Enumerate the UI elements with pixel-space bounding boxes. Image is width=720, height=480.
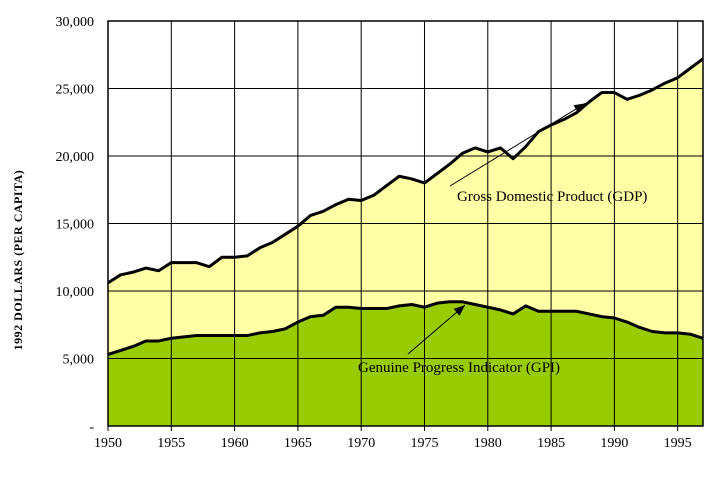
gridlines bbox=[108, 21, 703, 426]
y-tick-label: - bbox=[89, 420, 94, 435]
y-tick-label: 10,000 bbox=[56, 285, 95, 300]
gpi-line bbox=[107, 300, 704, 356]
x-tick-label: 1990 bbox=[600, 436, 628, 451]
arrowhead-icon bbox=[573, 103, 586, 113]
plot-frame bbox=[107, 20, 704, 427]
y-tick-label: 25,000 bbox=[56, 83, 95, 98]
gpi-annotation: Genuine Progress Indicator (GPI) bbox=[358, 360, 560, 376]
x-tick-label: 1995 bbox=[664, 436, 692, 451]
annotation-arrow-line bbox=[407, 304, 466, 355]
arrowhead-icon bbox=[453, 305, 465, 316]
gdp-annotation: Gross Domestic Product (GDP) bbox=[457, 189, 647, 205]
y-tick-labels: - 5,000 10,000 15,000 20,000 25,000 30,000 bbox=[56, 15, 95, 435]
annotation-arrow-line bbox=[449, 102, 586, 187]
annotations: Gross Domestic Product (GDP) Genuine Prog… bbox=[358, 102, 647, 376]
x-tick-labels: 1950 1955 1960 1965 1970 1975 1980 1985 1990 1995 bbox=[94, 426, 692, 451]
y-tick-label: 5,000 bbox=[63, 353, 95, 368]
series-lines bbox=[107, 57, 704, 356]
gdp-line bbox=[107, 57, 704, 285]
y-tick-label: 15,000 bbox=[56, 218, 95, 233]
x-tick-label: 1965 bbox=[284, 436, 312, 451]
x-tick-label: 1950 bbox=[94, 436, 122, 451]
x-tick-label: 1975 bbox=[410, 436, 438, 451]
y-tick-label: 30,000 bbox=[56, 15, 95, 30]
x-tick-label: 1980 bbox=[474, 436, 502, 451]
x-tick-label: 1960 bbox=[221, 436, 249, 451]
y-tick-label: 20,000 bbox=[56, 150, 95, 165]
x-tick-label: 1955 bbox=[157, 436, 185, 451]
y-axis-title: 1992 DOLLARS (PER CAPITA) bbox=[11, 170, 25, 351]
x-tick-label: 1970 bbox=[347, 436, 375, 451]
x-tick-label: 1985 bbox=[537, 436, 565, 451]
gpi-area bbox=[108, 301, 703, 426]
